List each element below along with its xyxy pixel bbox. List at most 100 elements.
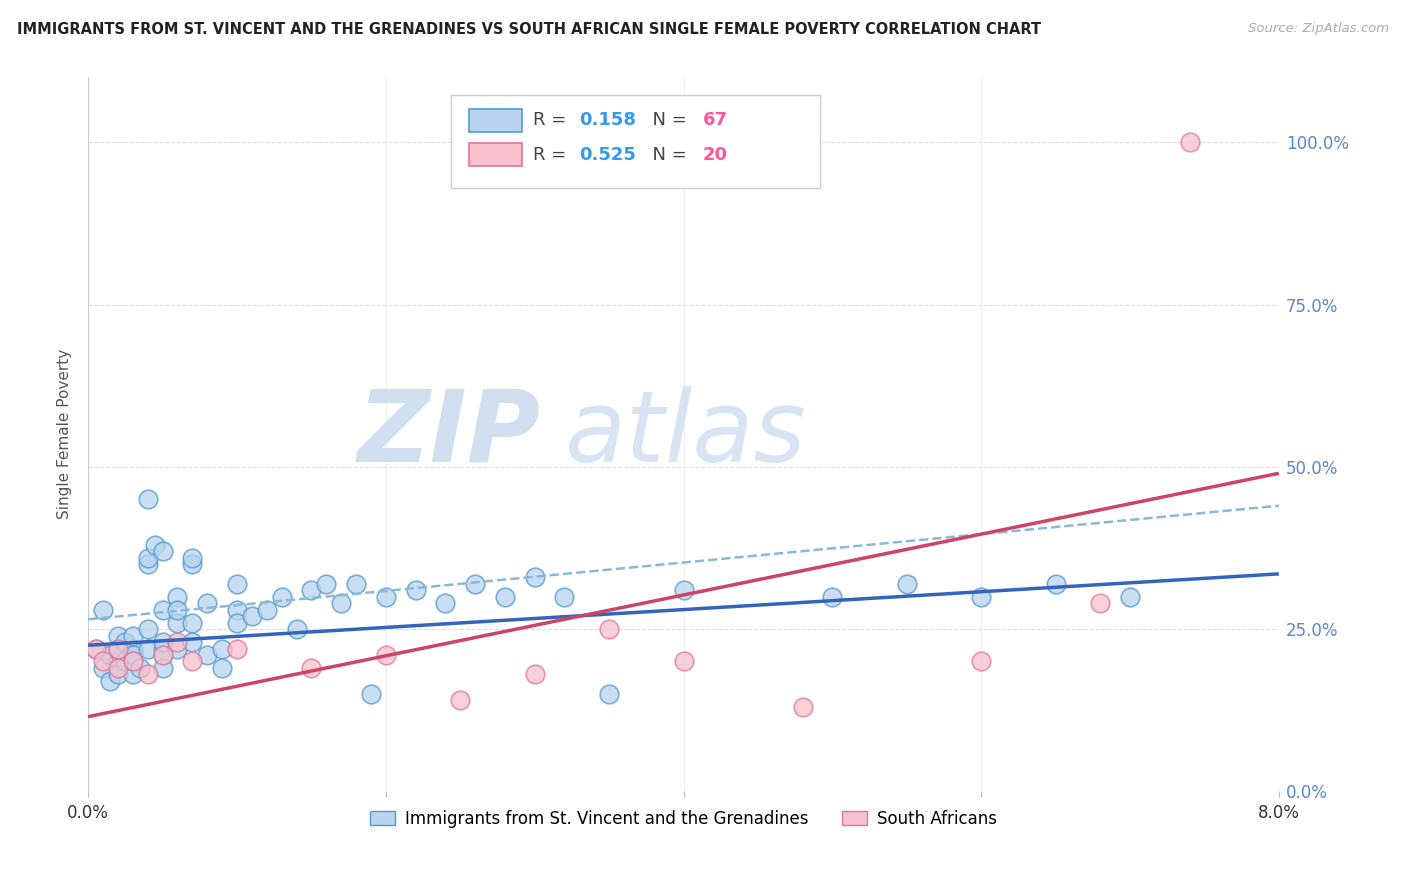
- Point: [195, 596, 218, 610]
- Point: [360, 687, 382, 701]
- Point: [285, 622, 308, 636]
- Point: [1178, 136, 1201, 150]
- Point: [107, 628, 129, 642]
- Point: [152, 635, 174, 649]
- Text: N =: N =: [641, 145, 692, 163]
- Point: [270, 590, 292, 604]
- Point: [152, 648, 174, 662]
- Text: 0.525: 0.525: [579, 145, 636, 163]
- Point: [136, 492, 159, 507]
- Text: ZIP: ZIP: [357, 386, 541, 483]
- FancyBboxPatch shape: [470, 109, 522, 132]
- Point: [91, 661, 114, 675]
- Point: [152, 602, 174, 616]
- Point: [896, 576, 918, 591]
- Point: [107, 641, 129, 656]
- Point: [136, 550, 159, 565]
- Point: [211, 661, 233, 675]
- Text: IMMIGRANTS FROM ST. VINCENT AND THE GRENADINES VS SOUTH AFRICAN SINGLE FEMALE PO: IMMIGRANTS FROM ST. VINCENT AND THE GREN…: [17, 22, 1040, 37]
- Point: [100, 673, 122, 688]
- Point: [152, 641, 174, 656]
- Point: [344, 576, 367, 591]
- Point: [166, 635, 188, 649]
- Text: 20: 20: [703, 145, 727, 163]
- Point: [136, 557, 159, 571]
- Text: Source: ZipAtlas.com: Source: ZipAtlas.com: [1249, 22, 1389, 36]
- Point: [166, 602, 188, 616]
- Point: [434, 596, 457, 610]
- Point: [166, 590, 188, 604]
- Point: [121, 655, 143, 669]
- Point: [226, 602, 249, 616]
- Point: [195, 648, 218, 662]
- Text: atlas: atlas: [564, 386, 806, 483]
- Point: [181, 655, 204, 669]
- Point: [107, 667, 129, 681]
- Point: [211, 641, 233, 656]
- Point: [166, 641, 188, 656]
- Point: [1045, 576, 1067, 591]
- FancyBboxPatch shape: [470, 143, 522, 166]
- Point: [405, 583, 427, 598]
- Point: [464, 576, 486, 591]
- Point: [136, 667, 159, 681]
- Point: [1119, 590, 1142, 604]
- Point: [598, 687, 620, 701]
- Point: [494, 590, 516, 604]
- Point: [792, 700, 814, 714]
- Point: [553, 590, 575, 604]
- Point: [84, 641, 107, 656]
- Point: [226, 641, 249, 656]
- Point: [84, 641, 107, 656]
- Point: [121, 648, 143, 662]
- Point: [107, 641, 129, 656]
- Point: [523, 667, 546, 681]
- Point: [181, 615, 204, 630]
- Point: [240, 609, 263, 624]
- Point: [136, 622, 159, 636]
- Point: [330, 596, 353, 610]
- Point: [1090, 596, 1112, 610]
- Point: [181, 550, 204, 565]
- Point: [152, 544, 174, 558]
- Point: [107, 661, 129, 675]
- Text: N =: N =: [641, 112, 692, 129]
- Point: [256, 602, 278, 616]
- Point: [523, 570, 546, 584]
- Point: [114, 635, 136, 649]
- Point: [100, 648, 122, 662]
- Point: [315, 576, 337, 591]
- Text: 0.158: 0.158: [579, 112, 636, 129]
- Point: [107, 655, 129, 669]
- Point: [136, 641, 159, 656]
- Text: 67: 67: [703, 112, 727, 129]
- Point: [181, 635, 204, 649]
- FancyBboxPatch shape: [451, 95, 821, 188]
- Point: [970, 655, 993, 669]
- Point: [299, 583, 322, 598]
- Point: [449, 693, 471, 707]
- Point: [181, 557, 204, 571]
- Legend: Immigrants from St. Vincent and the Grenadines, South Africans: Immigrants from St. Vincent and the Gren…: [363, 803, 1004, 834]
- Point: [121, 641, 143, 656]
- Point: [226, 576, 249, 591]
- Point: [152, 648, 174, 662]
- Point: [226, 615, 249, 630]
- Y-axis label: Single Female Poverty: Single Female Poverty: [58, 350, 72, 519]
- Point: [821, 590, 844, 604]
- Point: [166, 615, 188, 630]
- Point: [114, 655, 136, 669]
- Point: [121, 655, 143, 669]
- Point: [91, 602, 114, 616]
- Point: [121, 628, 143, 642]
- Point: [121, 667, 143, 681]
- Point: [374, 590, 396, 604]
- Point: [129, 661, 152, 675]
- Point: [143, 538, 166, 552]
- Text: R =: R =: [533, 112, 572, 129]
- Point: [598, 622, 620, 636]
- Point: [672, 583, 695, 598]
- Point: [91, 655, 114, 669]
- Point: [374, 648, 396, 662]
- Point: [299, 661, 322, 675]
